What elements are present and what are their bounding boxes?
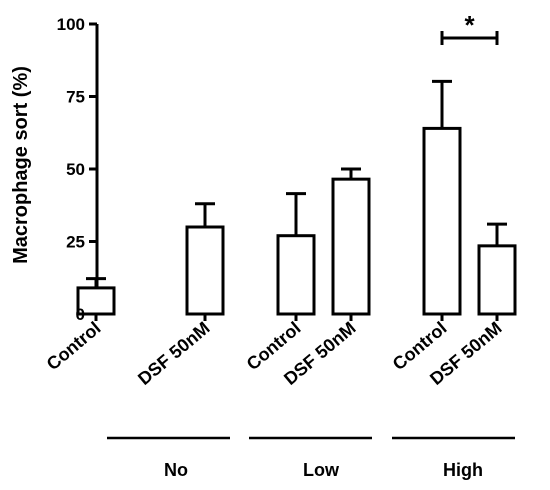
bar (331, 177, 371, 316)
bars (76, 31, 517, 316)
bar-label: DSF 50nM (134, 318, 214, 389)
significance-marker: * (464, 10, 475, 40)
bar (76, 286, 116, 316)
bar (185, 225, 225, 316)
y-tick-label: 100 (57, 15, 85, 34)
y-tick-label: 0 (76, 305, 85, 324)
y-tick-label: 25 (66, 233, 85, 252)
bar (422, 126, 462, 316)
bar-label: Control (43, 318, 105, 374)
bar (276, 234, 316, 316)
group-label: Low (303, 460, 340, 480)
y-axis-label: Macrophage sort (%) (10, 66, 32, 264)
y-tick-label: 50 (66, 160, 85, 179)
bar (477, 244, 517, 316)
group-label: High (443, 460, 483, 480)
y-tick-label: 75 (66, 88, 85, 107)
group-label: No (164, 460, 188, 480)
